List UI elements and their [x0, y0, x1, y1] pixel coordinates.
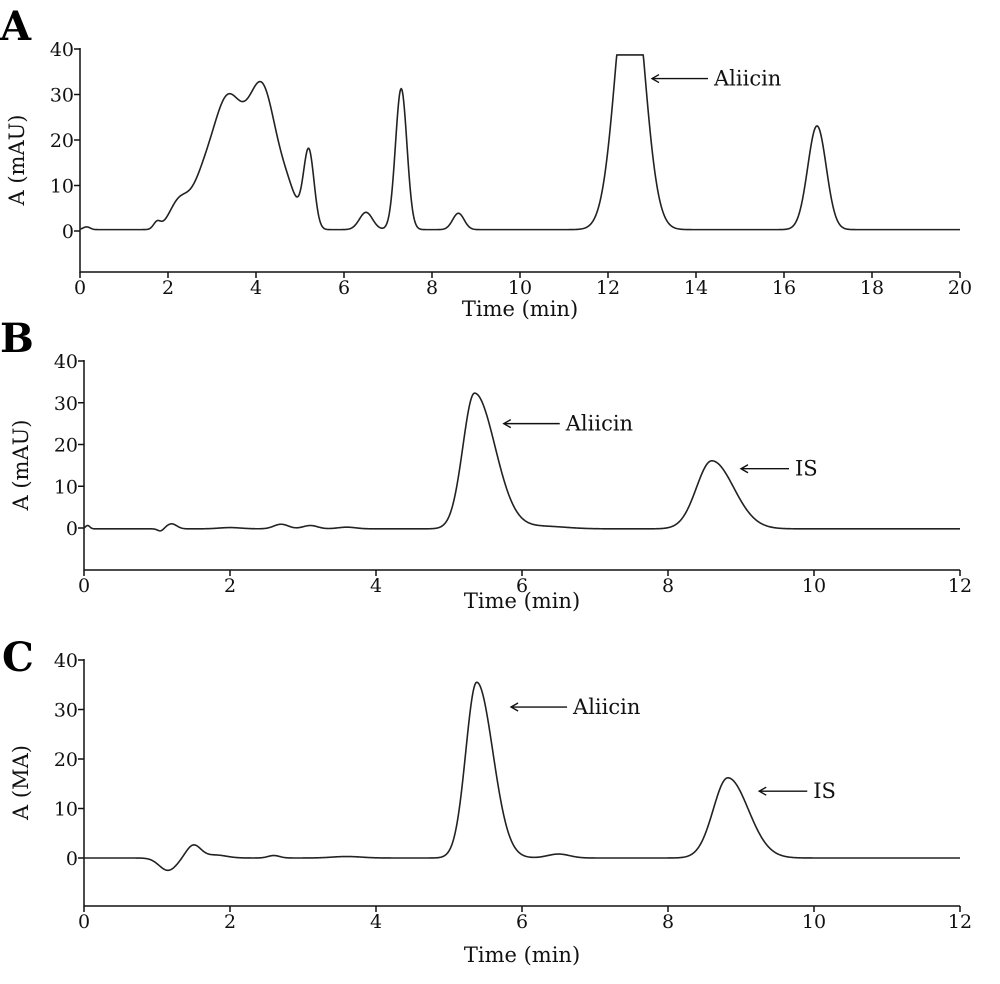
x-tick-label: 10: [802, 911, 826, 933]
x-tick-label: 16: [772, 277, 796, 299]
y-tick-label: 30: [54, 393, 78, 415]
x-tick-label: 6: [516, 575, 528, 597]
annotation-aliicin: Aliicin: [502, 412, 633, 436]
arrow-head: [650, 73, 660, 84]
x-tick-label: 14: [684, 277, 708, 299]
y-tick-label: 30: [54, 700, 78, 722]
arrow-head: [739, 464, 749, 474]
x-tick-label: 6: [516, 911, 528, 933]
axes: [79, 48, 960, 273]
annotation-is: IS: [739, 457, 818, 481]
annotation-label: Aliicin: [713, 67, 781, 91]
y-tick-label: 10: [54, 799, 78, 821]
y-tick-label: 0: [66, 848, 78, 870]
x-tick-label: 8: [426, 277, 438, 299]
y-tick-label: 20: [54, 435, 78, 457]
x-tick-label: 0: [78, 575, 90, 597]
annotation-label: Aliicin: [572, 695, 640, 719]
x-tick-label: 12: [948, 911, 972, 933]
x-tick-label: 12: [596, 277, 620, 299]
x-tick-label: 4: [250, 277, 262, 299]
axes: [83, 360, 960, 571]
x-axis-label: Time (min): [464, 589, 580, 613]
x-tick-label: 4: [370, 911, 382, 933]
x-tick-label: 0: [74, 277, 86, 299]
y-axis-label: A (mAU): [9, 419, 33, 511]
y-tick-label: 20: [50, 130, 74, 152]
y-tick-label: 0: [66, 518, 78, 540]
annotation-label: IS: [795, 457, 818, 481]
y-tick-label: 40: [54, 650, 78, 672]
x-tick-label: 6: [338, 277, 350, 299]
x-tick-label: 2: [162, 277, 174, 299]
y-tick-label: 40: [50, 39, 74, 61]
annotation-is: IS: [757, 779, 836, 803]
x-tick-label: 20: [948, 277, 972, 299]
chart-panel-c: C 0 10 20 30 40 0 2 4 6 8 10 12 Time (min) A (MA) Aliic…: [2, 634, 972, 967]
panel-label: C: [2, 634, 34, 681]
x-tick-label: 12: [948, 575, 972, 597]
x-axis-label: Time (min): [462, 297, 578, 321]
x-tick-label: 10: [802, 575, 826, 597]
y-axis-label: A (MA): [9, 745, 33, 821]
y-tick-label: 40: [54, 351, 78, 373]
x-tick-label: 8: [662, 911, 674, 933]
chromatogram-trace: [83, 392, 961, 532]
chromatogram-trace: [83, 681, 961, 872]
x-tick-label: 18: [860, 277, 884, 299]
annotation-aliicin: Aliicin: [509, 695, 640, 719]
x-tick-label: 8: [662, 575, 674, 597]
y-tick-label: 0: [62, 221, 74, 243]
y-tick-label: 10: [54, 476, 78, 498]
y-tick-label: 30: [50, 85, 74, 107]
y-axis-label: A (mAU): [5, 114, 29, 206]
annotation-label: Aliicin: [565, 412, 633, 436]
panel-label: A: [0, 3, 32, 50]
annotation-aliicin: Aliicin: [650, 67, 781, 91]
x-tick-label: 0: [78, 911, 90, 933]
chart-panel-b: B 0 10 20 30 40 0 2 4 6 8 10 12 Time (min) A (mAU) Alii…: [0, 315, 972, 613]
x-tick-label: 2: [224, 911, 236, 933]
chromatogram-trace: [79, 54, 961, 231]
y-tick-label: 10: [50, 176, 74, 198]
x-tick-label: 2: [224, 575, 236, 597]
x-axis-label: Time (min): [464, 943, 580, 967]
panel-label: B: [0, 315, 34, 362]
arrow-head: [502, 419, 512, 429]
x-tick-label: 4: [370, 575, 382, 597]
y-tick-label: 20: [54, 749, 78, 771]
chart-panel-a: A 0 10 20 30 40 0 2 4 6 8 10 12 14 16 18 20 Time (min) A (…: [0, 3, 972, 321]
arrow-head: [757, 786, 767, 796]
x-tick-label: 10: [508, 277, 532, 299]
annotation-label: IS: [813, 779, 836, 803]
arrow-head: [509, 702, 519, 712]
